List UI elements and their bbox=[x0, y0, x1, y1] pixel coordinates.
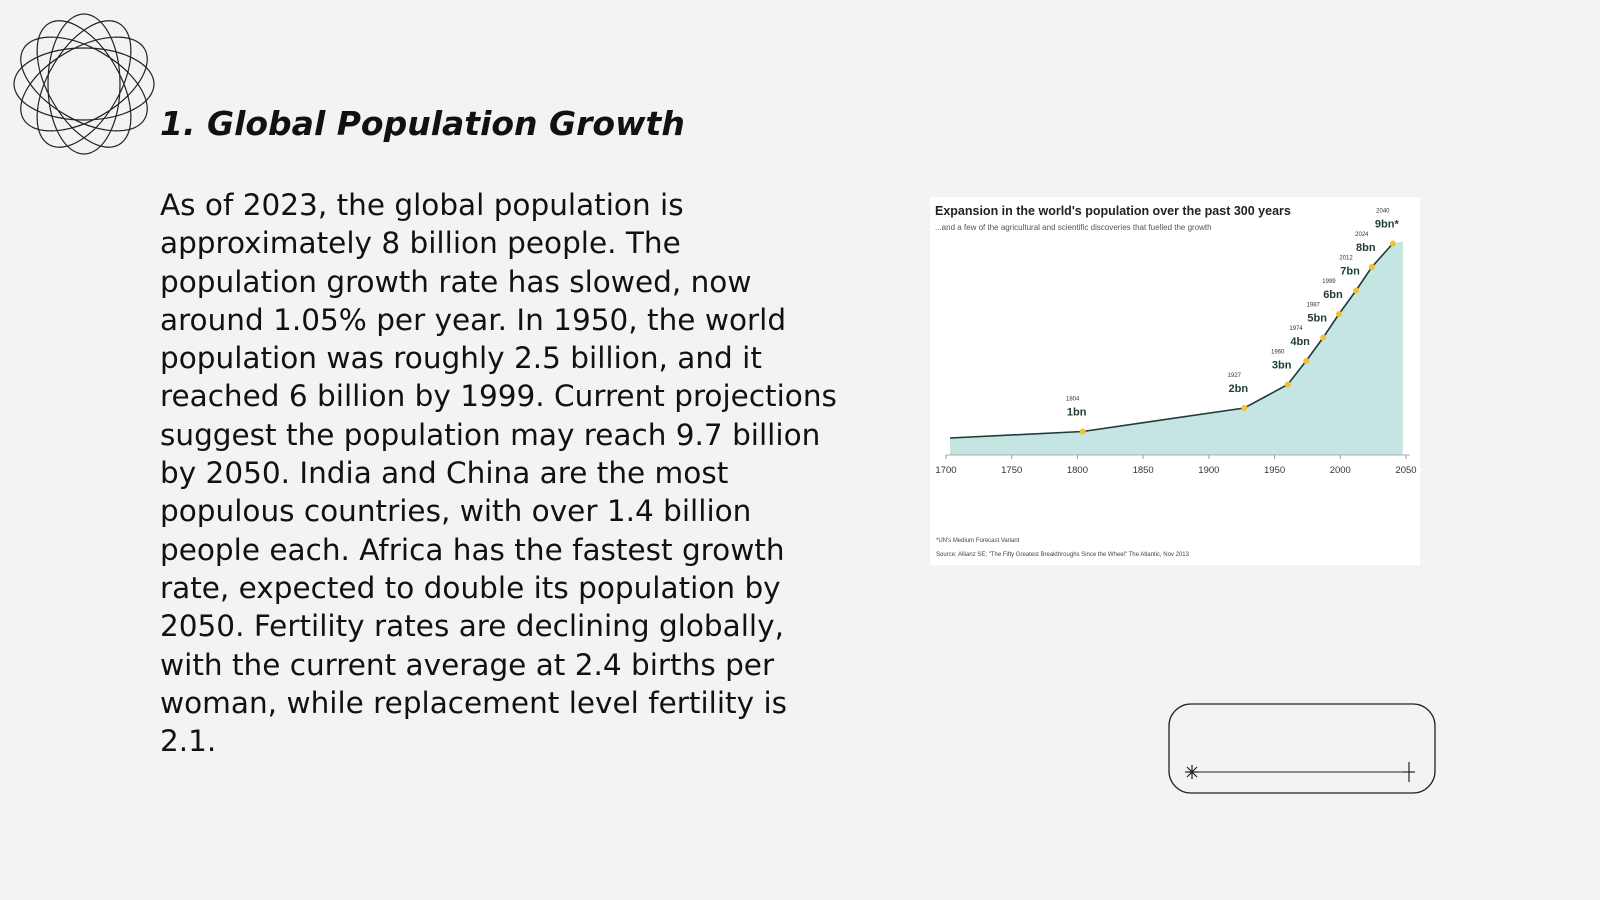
figure-subtitle: ...and a few of the agricultural and sci… bbox=[935, 223, 1212, 232]
milestone-point bbox=[1335, 311, 1342, 317]
x-tick-label: 1950 bbox=[1264, 465, 1285, 476]
x-tick-label: 2050 bbox=[1395, 465, 1416, 476]
milestone-year: 1927 bbox=[1228, 373, 1242, 379]
figure-title: Expansion in the world's population over… bbox=[935, 204, 1291, 218]
milestone-label: 1bn bbox=[1067, 407, 1087, 419]
x-tick-label: 1750 bbox=[1001, 465, 1022, 476]
milestone-point bbox=[1320, 334, 1327, 341]
milestone-year: 2040 bbox=[1376, 209, 1390, 215]
milestone-year: 2024 bbox=[1355, 232, 1369, 238]
milestone-year: 1999 bbox=[1322, 279, 1336, 285]
milestone-year: 1960 bbox=[1271, 350, 1285, 356]
milestone-year: 1804 bbox=[1066, 397, 1080, 403]
milestone-label: 3bn bbox=[1272, 360, 1292, 372]
area-lead bbox=[950, 431, 1083, 455]
footnote: *UN's Medium Forecast Variant bbox=[936, 538, 1020, 544]
x-tick-label: 1800 bbox=[1067, 465, 1088, 476]
milestone-point bbox=[1389, 240, 1396, 247]
milestone-label: 9bn* bbox=[1375, 219, 1400, 231]
milestone-point bbox=[1303, 358, 1310, 364]
line-lead bbox=[949, 430, 1083, 439]
milestone-label: 8bn bbox=[1356, 242, 1376, 254]
decor-box bbox=[1168, 703, 1436, 794]
milestone-point bbox=[1368, 264, 1375, 270]
milestone-label: 7bn bbox=[1340, 266, 1360, 278]
milestone-label: 2bn bbox=[1229, 383, 1249, 395]
body-text: As of 2023, the global population is app… bbox=[160, 188, 837, 759]
population-figure: Expansion in the world's population over… bbox=[930, 197, 1420, 565]
milestone-label: 5bn bbox=[1307, 313, 1327, 325]
ornament bbox=[13, 13, 155, 155]
x-tick-label: 2000 bbox=[1330, 465, 1351, 476]
source: Source: Allianz SE; "The Fifty Greatest … bbox=[936, 552, 1190, 558]
population-area bbox=[1082, 241, 1403, 455]
milestone-point bbox=[1241, 405, 1248, 411]
milestone-point bbox=[1284, 381, 1291, 388]
milestone-year: 1987 bbox=[1307, 303, 1321, 309]
milestone-year: 1974 bbox=[1289, 326, 1303, 332]
milestone-year: 2012 bbox=[1339, 256, 1353, 262]
x-tick-label: 1700 bbox=[935, 465, 956, 476]
x-tick-label: 1900 bbox=[1198, 465, 1219, 476]
milestone-point bbox=[1079, 428, 1086, 435]
x-tick-label: 1850 bbox=[1133, 465, 1154, 476]
heading: 1. Global Population Growth bbox=[160, 104, 685, 143]
milestone-label: 4bn bbox=[1290, 336, 1310, 348]
milestone-point bbox=[1353, 287, 1360, 294]
milestone-label: 6bn bbox=[1323, 289, 1343, 301]
